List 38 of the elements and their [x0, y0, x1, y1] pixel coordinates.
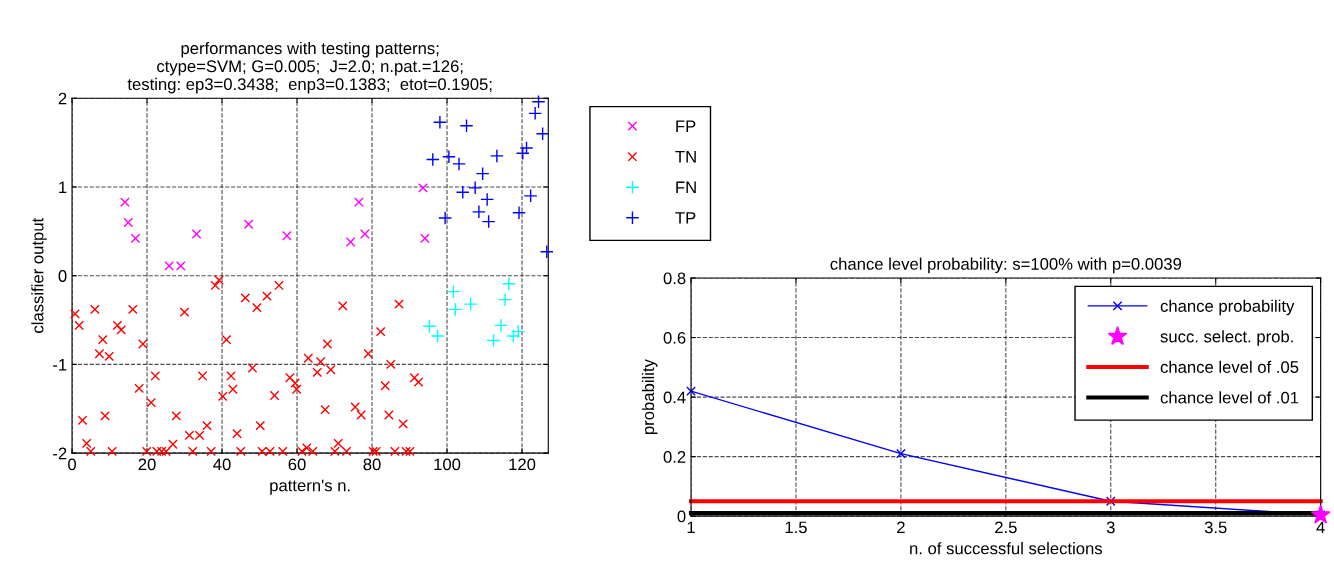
x-tick-label: 100	[434, 458, 461, 471]
x-tick-label: 3.5	[1204, 521, 1227, 534]
x-tick-label: 20	[138, 458, 156, 471]
legend-label: FP	[676, 120, 696, 132]
x-tick-label: 60	[288, 458, 306, 471]
y-tick-label: 2	[58, 92, 67, 105]
x-tick-label: 40	[213, 458, 231, 471]
y-tick-label: 0.6	[663, 331, 686, 344]
y-tick-label: 0	[58, 270, 67, 282]
y-tick-label: -2	[53, 447, 67, 460]
legend-label: chance level of .05	[1160, 360, 1299, 373]
x-tick-label: 2.5	[995, 521, 1017, 534]
y-tick-label: 0.4	[663, 391, 686, 404]
legend-label: succ. select. prob.	[1160, 330, 1293, 346]
y-axis-title: probability	[641, 359, 658, 434]
x-tick-label: 2	[897, 521, 905, 534]
legend-label: TN	[675, 151, 696, 163]
chart-title: performances with testing patterns; ctype=SVM; G=0.005; J=2.0; n.pat.=126; testing: ep3=0.3438; enp3=0.1383; etot=0.1905;	[127, 41, 492, 94]
y-tick-label: 0.2	[663, 451, 686, 463]
x-tick-label: 1.5	[785, 521, 807, 534]
x-tick-label: 80	[363, 458, 381, 471]
x-axis-title: n. of successful selections	[910, 542, 1103, 555]
x-tick-label: 0	[68, 458, 77, 471]
y-tick-label: -1	[53, 359, 67, 371]
legend-label: chance probability	[1160, 299, 1295, 316]
x-tick-label: 4	[1316, 521, 1325, 534]
x-tick-label: 120	[509, 458, 536, 471]
x-tick-label: 1	[687, 521, 695, 534]
y-axis-title: classifier output	[31, 217, 47, 333]
y-tick-label: 1	[59, 181, 67, 194]
x-tick-label: 3	[1106, 521, 1115, 534]
legend-label: chance level of .01	[1160, 391, 1299, 404]
chart-title: chance level probability: s=100% with p=0.0039	[830, 257, 1182, 274]
legend-label: TP	[675, 212, 696, 224]
y-tick-label: 0.8	[663, 272, 686, 285]
x-axis-title: pattern's n.	[270, 479, 350, 495]
y-tick-label: 0	[677, 510, 686, 523]
legend-label: FN	[676, 181, 696, 194]
